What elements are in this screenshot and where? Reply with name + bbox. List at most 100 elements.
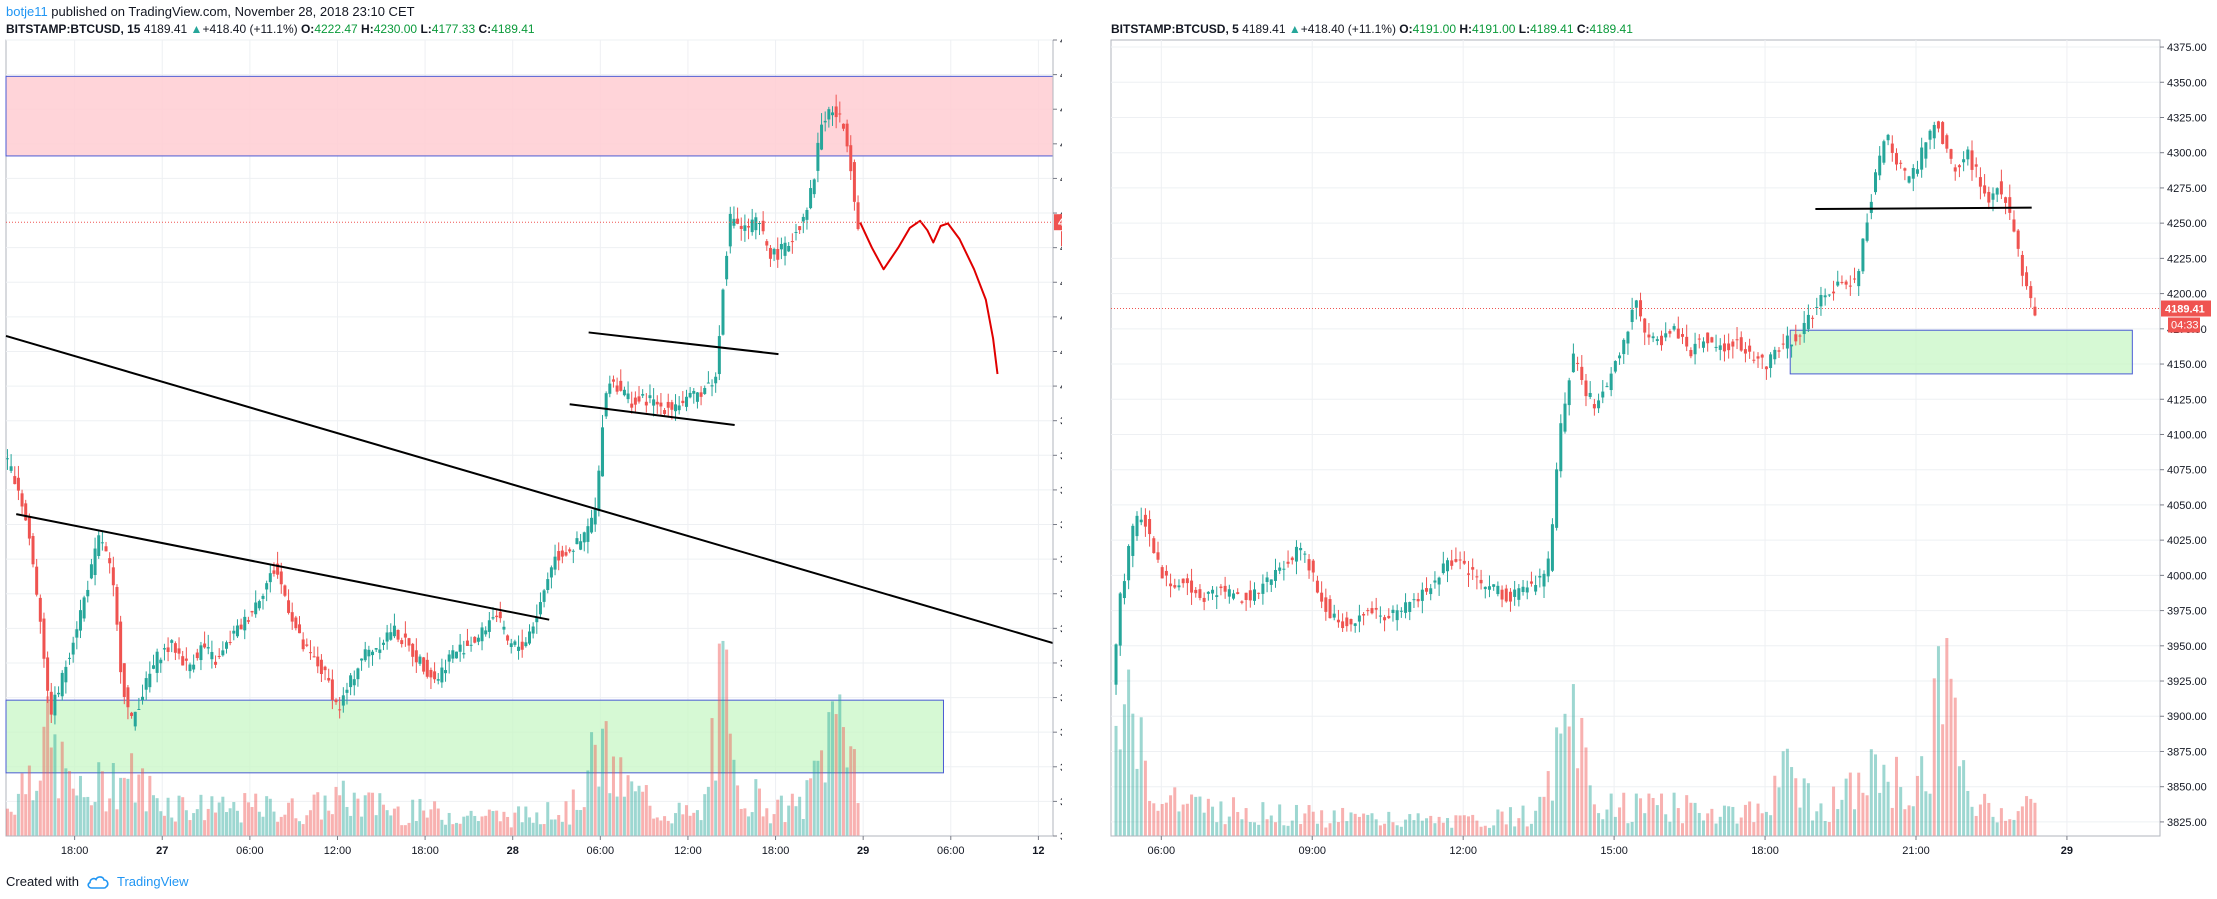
candle-body [849,145,853,172]
y-tick-label: 4125.00 [2167,394,2207,406]
volume-bar [1622,792,1626,836]
x-tick-label: 21:00 [1902,845,1930,857]
candle-body [615,385,619,392]
volume-bar [1244,808,1248,836]
candle-body [1135,515,1139,537]
candle-body [1592,404,1596,409]
y-tick-label: 3520.00 [1060,796,1062,808]
candle-body [363,649,367,661]
volume-bar [89,805,93,836]
y-tick-label: 3950.00 [2167,641,2207,653]
x-tick-label: 29 [2061,845,2073,857]
volume-bar [491,811,495,836]
volume-bar [1362,813,1366,836]
candle-body [1290,557,1294,561]
volume-bar [1651,797,1655,836]
volume-bar [663,816,667,836]
volume-bar [1962,760,1966,836]
candle-body [1336,619,1340,623]
candle-body [1202,597,1206,602]
candle-body [371,651,375,656]
candle-body [502,626,506,630]
volume-bar [630,781,634,836]
volume-bar [141,768,145,836]
candle-body [108,558,112,564]
candle-body [1966,149,1970,160]
up-triangle-icon: ▲ [190,22,203,36]
volume-bar [1504,824,1508,836]
candle-body [633,397,637,405]
volume-bar [498,821,502,836]
chart-15m[interactable]: 3480.00 3520.00 3560.00 3600.00 3640.00 3680.… [0,0,1062,899]
volume-bar [1764,811,1768,836]
legend-open-label: O: [300,22,315,36]
volume-bar [60,741,64,836]
candle-body [184,658,188,661]
volume-bar [1865,795,1869,836]
volume-bar [422,810,426,836]
candle-body [787,246,791,252]
candle-body [1240,601,1244,603]
volume-bar [1265,819,1269,836]
candle-body [1492,584,1496,587]
candle-body [188,664,192,672]
candle-body [838,113,842,115]
volume-bar [1261,802,1265,836]
candle-body [794,231,798,233]
candle-body [1282,568,1286,570]
candle-body [1429,588,1433,595]
candle-body [1882,141,1886,163]
volume-bar [35,790,39,836]
candle-body [593,508,597,525]
y-tick-label: 4300.00 [2167,148,2207,160]
volume-bar [841,727,845,836]
legend-interval-sep: , [1225,22,1233,36]
candle-body [1357,615,1361,622]
volume-bar [820,750,824,836]
candle-body [210,651,214,660]
candle-body [732,218,736,226]
volume-bar [137,774,141,836]
volume-bar [736,785,740,836]
volume-bar [1236,811,1240,836]
y-tick-label: 3480.00 [1060,831,1062,843]
candle-body [1756,356,1760,359]
volume-bar [1508,807,1512,836]
volume-bar [1832,786,1836,836]
volume-bar [319,819,323,836]
volume-bar [1949,678,1953,836]
candle-body [1664,333,1668,338]
candle-body [356,668,360,680]
candle-body [1911,167,1915,179]
candle-body [1446,560,1450,572]
candle-body [1299,548,1303,551]
volume-bar [378,793,382,836]
candle-body [1152,538,1156,554]
volume-bar [214,812,218,836]
volume-bar [1462,815,1466,836]
volume-bar [1748,801,1752,836]
volume-bar [1920,756,1924,836]
volume-bar [42,726,46,836]
candle-body [217,655,221,657]
candle-body [78,610,82,631]
footer: Created with TradingView [6,874,189,889]
volume-bar [206,808,210,836]
candle-body [1584,380,1588,397]
candle-body [133,711,137,727]
volume-bar [538,824,542,836]
volume-bar [1538,796,1542,836]
volume-bar [1743,804,1747,836]
tradingview-brand[interactable]: TradingView [116,874,189,889]
candle-body [557,551,561,561]
legend-left: BITSTAMP:BTCUSD, 15 4189.41 ▲+418.40 (+1… [6,22,535,36]
candle-body [1391,609,1395,613]
legend-change: +418.40 (+11.1%) [1300,22,1396,36]
volume-bar [1882,764,1886,836]
author-link[interactable]: botje11 [6,4,48,19]
candle-body [1806,314,1810,330]
candle-body [666,401,670,408]
candle-body [1458,559,1462,561]
candle-body [1924,142,1928,159]
